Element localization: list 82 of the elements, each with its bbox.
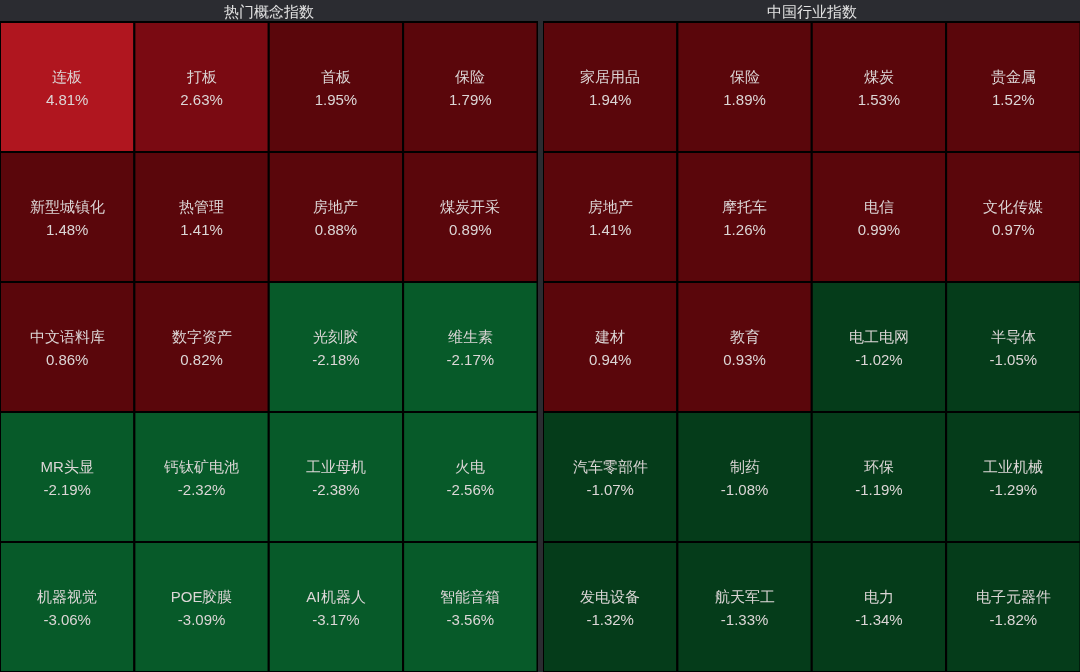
data-label: 2.63% — [180, 91, 223, 108]
category-label: 文化传媒 — [982, 198, 1043, 215]
category-label: 热管理 — [179, 198, 225, 215]
category-label: 家居用品 — [579, 68, 640, 85]
category-label: 摩托车 — [721, 198, 767, 215]
category-label: 环保 — [863, 458, 894, 475]
category-label: 机器视觉 — [37, 588, 98, 605]
data-label: -3.17% — [312, 611, 360, 628]
data-label: 1.95% — [314, 91, 358, 108]
data-label: 1.41% — [588, 221, 631, 238]
data-label: -1.05% — [989, 351, 1037, 368]
data-label: 0.93% — [722, 351, 766, 368]
category-label: 建材 — [593, 328, 625, 345]
data-label: -2.56% — [446, 481, 495, 498]
category-label: 光刻胶 — [313, 328, 359, 345]
category-label: MR头显 — [40, 458, 94, 475]
category-label: 工业机械 — [982, 458, 1043, 475]
category-label: 数字资产 — [171, 328, 232, 345]
category-label: 电信 — [863, 198, 894, 215]
category-label: 打板 — [185, 68, 217, 85]
data-label: 0.88% — [314, 221, 358, 238]
data-label: -2.38% — [312, 481, 360, 498]
data-label: 0.86% — [45, 351, 89, 368]
category-label: 房地产 — [313, 198, 359, 215]
data-label: -2.18% — [312, 351, 360, 368]
text: 中国行业指数 — [766, 2, 857, 20]
category-label: 钙钛矿电池 — [163, 458, 240, 475]
category-label: 贵金属 — [990, 68, 1036, 85]
category-label: 汽车零部件 — [572, 458, 648, 475]
category-label: 发电设备 — [579, 588, 640, 605]
data-label: 0.94% — [588, 351, 631, 368]
data-label: -1.33% — [720, 611, 768, 628]
data-label: 1.53% — [857, 91, 900, 108]
category-label: 制药 — [729, 458, 760, 475]
data-label: -2.32% — [177, 481, 226, 498]
category-label: 保险 — [455, 68, 486, 85]
data-label: -1.29% — [989, 481, 1037, 498]
category-label: 智能音箱 — [440, 588, 501, 605]
data-label: 4.81% — [45, 91, 89, 108]
data-label: -1.02% — [854, 351, 903, 368]
data-label: 0.97% — [991, 221, 1035, 238]
data-label: -2.19% — [43, 481, 91, 498]
category-label: 新型城镇化 — [29, 198, 105, 215]
category-label: 工业母机 — [305, 458, 366, 475]
text: 热门概念指数 — [223, 2, 314, 20]
data-label: 1.89% — [722, 91, 766, 108]
data-label: -1.82% — [989, 611, 1037, 628]
category-label: 维生素 — [447, 328, 493, 345]
category-label: 保险 — [729, 68, 760, 85]
data-label: -1.08% — [720, 481, 768, 498]
data-label: -3.56% — [446, 611, 495, 628]
data-label: 0.82% — [180, 351, 223, 368]
category-label: 首板 — [320, 68, 351, 85]
category-label: 煤炭开采 — [440, 198, 501, 215]
data-label: 1.94% — [588, 91, 631, 108]
category-label: 教育 — [729, 328, 760, 345]
data-label: 0.89% — [449, 221, 492, 238]
data-label: -3.06% — [43, 611, 91, 628]
category-label: 连板 — [52, 68, 83, 85]
data-label: -1.32% — [585, 611, 634, 628]
data-label: 1.48% — [45, 221, 89, 238]
data-label: -1.34% — [854, 611, 903, 628]
category-label: 煤炭 — [863, 68, 894, 85]
data-label: 1.79% — [449, 91, 492, 108]
category-label: POE胶膜 — [170, 588, 233, 605]
category-label: 电力 — [863, 588, 894, 605]
data-label: 0.99% — [857, 221, 900, 238]
category-label: 火电 — [455, 458, 486, 475]
category-label: 中文语料库 — [29, 328, 105, 345]
data-label: 1.52% — [991, 91, 1035, 108]
data-label: -1.19% — [854, 481, 903, 498]
category-label: 房地产 — [587, 198, 633, 215]
category-label: 电工电网 — [848, 328, 909, 345]
category-label: 航天军工 — [714, 588, 775, 605]
data-label: -2.17% — [446, 351, 495, 368]
data-label: -1.07% — [585, 481, 634, 498]
category-label: 半导体 — [990, 328, 1036, 345]
category-label: AI机器人 — [306, 588, 366, 605]
data-label: 1.41% — [180, 221, 223, 238]
data-label: -3.09% — [177, 611, 226, 628]
category-label: 电子元器件 — [975, 588, 1051, 605]
data-label: 1.26% — [722, 221, 766, 238]
